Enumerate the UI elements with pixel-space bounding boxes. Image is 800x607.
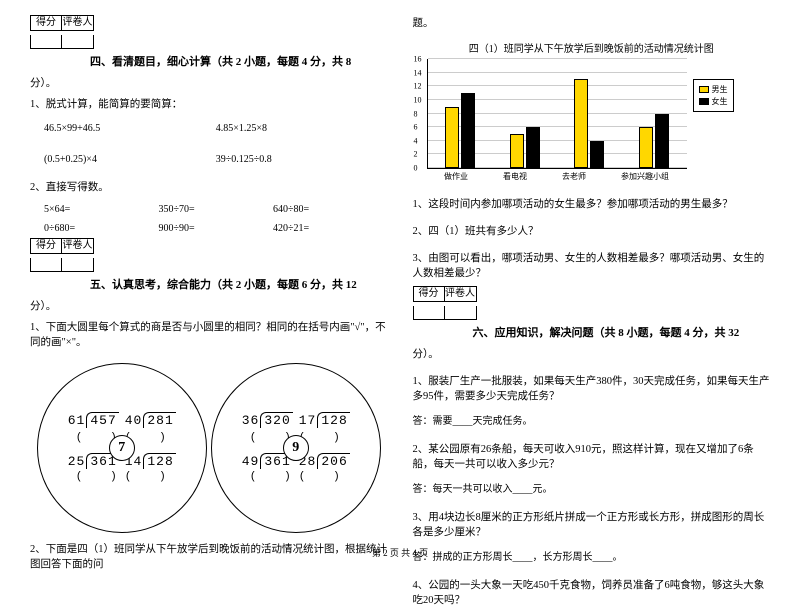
score-label: 得分 [30, 15, 62, 31]
y-tick-label: 8 [414, 109, 418, 118]
paren: ( ) [76, 471, 119, 483]
a6-3: 答：拼成的正方形周长____，长方形周长____。 [413, 548, 771, 563]
bar-chart: 0246810121416 [427, 59, 687, 169]
page-footer: 第 2 页 共 4 页 [372, 546, 428, 559]
paren: ( ) [125, 471, 168, 483]
score-blank [30, 35, 62, 49]
grader-label: 评卷人 [62, 15, 94, 31]
legend-boys: 男生 [712, 84, 728, 95]
paren: ( ) [250, 471, 293, 483]
legend-swatch-girls [699, 98, 709, 105]
div-1-4: 14128 [125, 454, 176, 469]
chart-q3: 3、由图可以看出，哪项活动男、女生的人数相差最多？哪项活动男、女生的人数相差最少… [413, 250, 771, 280]
q6-2: 2、某公园原有26条船，每天可收入910元，照这样计算，现在又增加了6条船，每天… [413, 441, 771, 471]
calc-2: 4.85×1.25×8 [216, 123, 388, 134]
direct-5: 900÷90= [159, 223, 274, 234]
y-tick-label: 2 [414, 150, 418, 159]
grader-label-6: 评卷人 [445, 286, 477, 302]
y-tick-label: 12 [414, 82, 422, 91]
chart-title: 四（1）班同学从下午放学后到晚饭前的活动情况统计图 [413, 40, 771, 55]
bar [461, 93, 475, 168]
q6-1: 1、服装厂生产一批服装，如果每天生产380件，30天完成任务，如果每天生产多95… [413, 373, 771, 403]
big-circle-1: 61457 40281 ( )( ) 25361 14128 ( )( ) 7 [37, 363, 207, 533]
grader-label-5: 评卷人 [62, 238, 94, 254]
chart-q2: 2、四（1）班共有多少人？ [413, 223, 771, 238]
bar [445, 107, 459, 168]
calc-1: 46.5×99+46.5 [44, 123, 216, 134]
score-label-5: 得分 [30, 238, 62, 254]
small-circle-2: 9 [283, 435, 309, 461]
section5-title-cont: 分）。 [30, 298, 388, 313]
q5-1: 1、下面大圆里每个算式的商是否与小圆里的相同？相同的在括号内画"√"，不同的画"… [30, 319, 388, 349]
div-2-1: 36320 [242, 413, 293, 428]
calc-3: (0.5+0.25)×4 [44, 154, 216, 165]
y-tick-label: 16 [414, 55, 422, 64]
circles-diagram: 61457 40281 ( )( ) 25361 14128 ( )( ) 7 … [30, 363, 388, 533]
direct-3: 640÷80= [273, 204, 388, 215]
grader-blank-5 [62, 258, 94, 272]
y-tick-label: 4 [414, 136, 418, 145]
grader-blank-6 [445, 306, 477, 320]
y-tick-label: 14 [414, 68, 422, 77]
right-top-cont: 题。 [413, 15, 771, 30]
small-circle-1: 7 [109, 435, 135, 461]
x-label: 参加兴趣小组 [621, 171, 669, 182]
bar [574, 79, 588, 168]
bar [526, 127, 540, 168]
a6-1: 答：需要____天完成任务。 [413, 412, 771, 427]
score-blank-6 [413, 306, 445, 320]
y-tick-label: 6 [414, 123, 418, 132]
a6-2: 答：每天一共可以收入____元。 [413, 480, 771, 495]
bar [510, 134, 524, 168]
bar [655, 114, 669, 169]
x-label: 做作业 [444, 171, 468, 182]
q4-2: 2、直接写得数。 [30, 179, 388, 194]
y-tick-label: 0 [414, 164, 418, 173]
grader-blank [62, 35, 94, 49]
x-label: 去老师 [562, 171, 586, 182]
q5-2: 2、下面是四（1）班同学从下午放学后到晚饭前的活动情况统计图，根据统计图回答下面… [30, 541, 388, 571]
score-blank-5 [30, 258, 62, 272]
direct-6: 420÷21= [273, 223, 388, 234]
div-2-2: 17128 [299, 413, 350, 428]
q6-3: 3、用4块边长8厘米的正方形纸片拼成一个正方形或长方形，拼成图形的周长各是多少厘… [413, 509, 771, 539]
y-tick-label: 10 [414, 95, 422, 104]
section6-title: 六、应用知识，解决问题（共 8 小题，每题 4 分，共 32 [473, 324, 771, 340]
q4-1: 1、脱式计算，能简算的要简算： [30, 96, 388, 111]
div-1-1: 61457 [68, 413, 119, 428]
paren: ( ) [299, 471, 342, 483]
chart-q1: 1、这段时间内参加哪项活动的女生最多？参加哪项活动的男生最多？ [413, 196, 771, 211]
big-circle-2: 36320 17128 ( )( ) 49361 28206 ( )( ) 9 [211, 363, 381, 533]
section4-title-cont: 分）。 [30, 75, 388, 90]
bar [639, 127, 653, 168]
section6-title-cont: 分）。 [413, 346, 771, 361]
div-1-2: 40281 [125, 413, 176, 428]
section5-title: 五、认真思考，综合能力（共 2 小题，每题 6 分，共 12 [90, 276, 388, 292]
section4-title: 四、看清题目，细心计算（共 2 小题，每题 4 分，共 8 [90, 53, 388, 69]
q6-4: 4、公园的一头大象一天吃450千克食物，饲养员准备了6吨食物，够这头大象吃20天… [413, 577, 771, 607]
calc-4: 39÷0.125÷0.8 [216, 154, 388, 165]
direct-4: 0÷680= [44, 223, 159, 234]
direct-2: 350÷70= [159, 204, 274, 215]
bar [590, 141, 604, 168]
chart-legend: 男生 女生 [693, 79, 734, 112]
div-2-4: 28206 [299, 454, 350, 469]
score-label-6: 得分 [413, 286, 445, 302]
x-label: 看电视 [503, 171, 527, 182]
direct-1: 5×64= [44, 204, 159, 215]
legend-swatch-boys [699, 86, 709, 93]
legend-girls: 女生 [712, 96, 728, 107]
